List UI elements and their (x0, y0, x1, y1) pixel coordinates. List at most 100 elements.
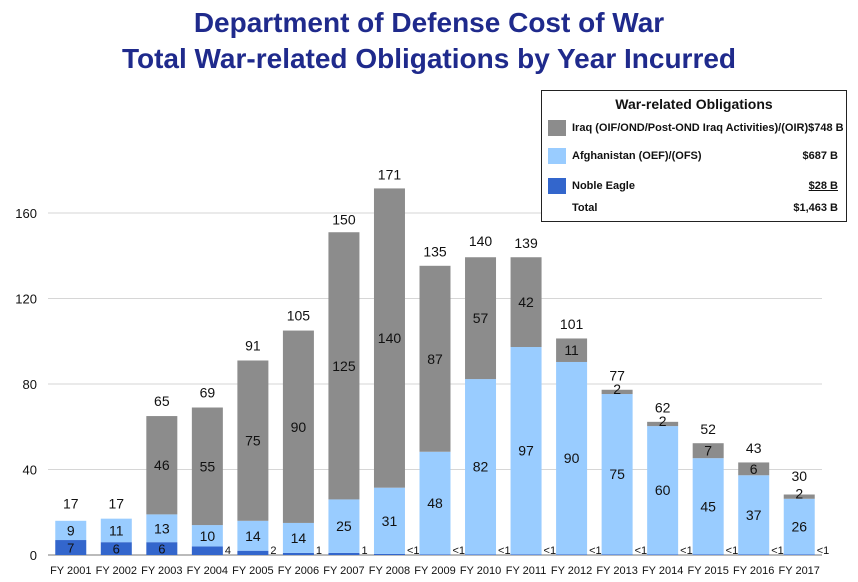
x-tick-label: FY 2003 (141, 565, 182, 577)
bar-segment (191, 546, 223, 555)
y-tick-label: 120 (15, 292, 37, 307)
bar-segment (738, 475, 770, 555)
bar-segment (510, 257, 542, 348)
bar-segment (783, 494, 815, 499)
data-label: 37 (746, 507, 762, 523)
bar-segment (465, 379, 497, 555)
bar-segment (282, 552, 314, 555)
bar-segment (601, 394, 633, 555)
bar-segment (556, 554, 588, 555)
x-tick-label: FY 2004 (187, 565, 228, 577)
data-label: 140 (378, 330, 402, 346)
x-tick-label: FY 2009 (414, 565, 455, 577)
data-label: <1 (771, 545, 784, 557)
y-tick-label: 160 (15, 206, 37, 221)
total-label: 101 (560, 316, 584, 332)
bar-segment (419, 451, 451, 555)
bar-segment (328, 499, 360, 553)
data-label: 48 (427, 495, 443, 511)
data-label: 45 (700, 498, 716, 514)
data-label: 2 (613, 381, 621, 397)
legend-swatch-noble-eagle (548, 178, 566, 194)
data-label: 6 (158, 542, 165, 557)
bar-segment (55, 520, 87, 541)
bar-segment (419, 554, 451, 555)
data-label: <1 (544, 545, 557, 557)
data-label: 2 (270, 545, 276, 557)
legend-value: $687 B (802, 150, 838, 162)
bar-segment (601, 554, 633, 555)
x-tick-label: FY 2017 (779, 565, 820, 577)
bar-segment (692, 554, 724, 555)
data-label: <1 (635, 545, 648, 557)
bar-segment (465, 257, 497, 380)
data-label: 46 (154, 457, 170, 473)
bar-segment (237, 360, 269, 521)
legend-item-iraq: Iraq (OIF/OND/Post-OND Iraq Activities)/… (548, 118, 844, 138)
legend-label: Total (572, 202, 598, 214)
chart-title: Department of Defense Cost of War (193, 7, 665, 38)
data-label: 42 (518, 294, 534, 310)
legend-label: Noble Eagle (572, 180, 635, 192)
bar-segment (783, 554, 815, 555)
data-label: 7 (704, 443, 712, 459)
data-label: 4 (225, 545, 231, 557)
data-label: 2 (795, 486, 803, 502)
x-tick-label: FY 2013 (596, 565, 637, 577)
y-tick-label: 40 (23, 463, 37, 478)
bar-segment (419, 265, 451, 452)
data-label: 57 (473, 310, 489, 326)
legend-swatch-afghanistan (548, 148, 566, 164)
data-label: 6 (113, 542, 120, 557)
bar-segment (647, 554, 679, 555)
bar-segment (465, 554, 497, 555)
x-tick-label: FY 2012 (551, 565, 592, 577)
bar-segment (556, 361, 588, 555)
total-label: 150 (332, 211, 356, 227)
total-label: 62 (655, 399, 671, 415)
total-label: 17 (63, 496, 79, 512)
total-label: 77 (609, 367, 625, 383)
legend-label: Iraq (OIF/OND/Post-OND Iraq Activities)/… (572, 122, 809, 134)
bar-segment (556, 338, 588, 362)
total-label: 105 (287, 308, 311, 324)
legend-value: $1,463 B (793, 202, 838, 214)
bar-segment (783, 498, 815, 555)
bar-segment (191, 525, 223, 547)
total-label: 69 (200, 385, 216, 401)
bar-segment (692, 443, 724, 459)
bar-segment (328, 232, 360, 500)
legend-label: Afghanistan (OEF)/(OFS) (572, 150, 702, 162)
data-label: 55 (200, 458, 216, 474)
data-label: 11 (564, 342, 579, 358)
total-label: 140 (469, 233, 493, 249)
data-label: <1 (817, 545, 830, 557)
total-label: 91 (245, 337, 261, 353)
data-label: 14 (291, 530, 307, 546)
bar-segment (100, 518, 132, 543)
total-label: 65 (154, 393, 170, 409)
legend-item-total: Total $1,463 B (548, 198, 838, 218)
data-label: 1 (361, 545, 367, 557)
legend: War-related Obligations Iraq (OIF/OND/Po… (541, 90, 847, 222)
data-label: 9 (67, 522, 75, 538)
total-label: 135 (423, 243, 447, 259)
legend-title: War-related Obligations (615, 96, 773, 112)
data-label: 14 (245, 528, 261, 544)
bar-segment (282, 330, 314, 523)
data-label: <1 (726, 545, 739, 557)
bar-segment (738, 554, 770, 555)
legend-item-noble-eagle: Noble Eagle $28 B (548, 176, 838, 196)
bar-segment (146, 514, 178, 543)
bar-segment (373, 188, 405, 488)
data-label: 1 (316, 545, 322, 557)
bar-segment (328, 552, 360, 555)
data-label: 125 (332, 358, 356, 374)
legend-swatch-iraq (548, 120, 566, 136)
bar-segment (237, 550, 269, 555)
data-label: 6 (750, 461, 758, 477)
total-label: 171 (378, 166, 402, 182)
bar-segment (373, 553, 405, 555)
total-label: 17 (109, 496, 125, 512)
